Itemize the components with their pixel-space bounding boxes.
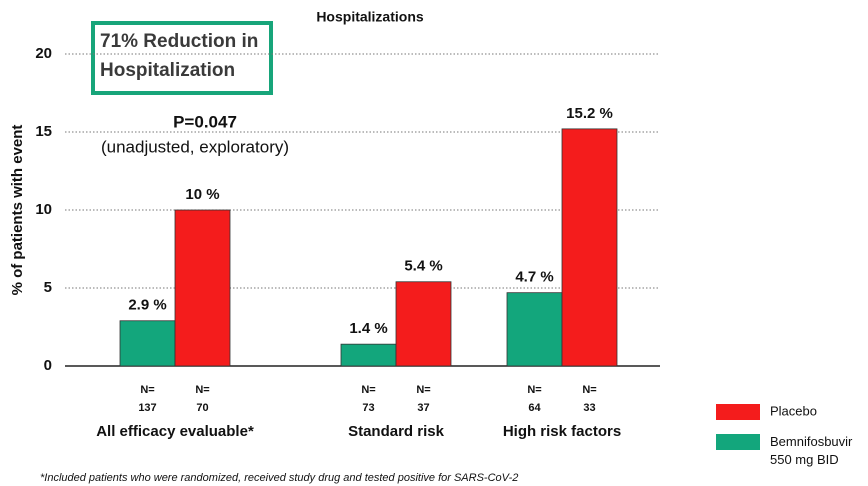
annotation-text: 71% Reduction in Hospitalization bbox=[100, 31, 259, 81]
y-tick-label: 10 bbox=[35, 201, 52, 218]
footnote: *Included patients who were randomized, … bbox=[40, 472, 518, 484]
y-tick-label: 20 bbox=[35, 45, 52, 62]
y-tick-label: 5 bbox=[44, 279, 52, 296]
n-prefix: N= bbox=[582, 384, 596, 396]
legend-label: Placebo bbox=[770, 403, 817, 418]
n-value: 137 bbox=[138, 402, 156, 414]
annotation-box-text: 71% Reduction in Hospitalization bbox=[100, 31, 259, 81]
legend-swatch bbox=[716, 434, 760, 450]
p-note: (unadjusted, exploratory) bbox=[101, 137, 289, 156]
value-label: 1.4 % bbox=[349, 320, 387, 337]
n-prefix: N= bbox=[416, 384, 430, 396]
bar bbox=[119, 320, 176, 367]
bar bbox=[395, 281, 452, 367]
y-axis-label: % of patients with event bbox=[9, 125, 26, 296]
value-label: 15.2 % bbox=[566, 105, 613, 122]
n-prefix: N= bbox=[140, 384, 154, 396]
n-value: 33 bbox=[583, 402, 595, 414]
n-value: 70 bbox=[196, 402, 208, 414]
y-tick-label: 0 bbox=[44, 357, 52, 374]
chart-title: Hospitalizations bbox=[316, 9, 424, 25]
legend-swatch bbox=[716, 404, 760, 420]
x-tick-label: High risk factors bbox=[503, 423, 621, 440]
value-label: 4.7 % bbox=[515, 269, 553, 286]
bar bbox=[506, 292, 563, 367]
n-value: 64 bbox=[528, 402, 541, 414]
bar bbox=[174, 209, 231, 367]
n-value: 37 bbox=[417, 402, 429, 414]
y-tick-label: 15 bbox=[35, 123, 52, 140]
n-prefix: N= bbox=[527, 384, 541, 396]
legend-label: Bemnifosbuvir 550 mg BID bbox=[770, 434, 853, 467]
value-label: 10 % bbox=[185, 186, 219, 203]
n-value: 73 bbox=[362, 402, 374, 414]
x-tick-label: Standard risk bbox=[348, 423, 445, 440]
value-label: 2.9 % bbox=[128, 297, 166, 314]
p-value: P=0.047 bbox=[173, 112, 237, 131]
bar bbox=[340, 343, 397, 367]
n-prefix: N= bbox=[361, 384, 375, 396]
annotation-box bbox=[91, 21, 273, 95]
x-tick-label: All efficacy evaluable* bbox=[96, 423, 254, 440]
n-prefix: N= bbox=[195, 384, 209, 396]
value-label: 5.4 % bbox=[404, 258, 442, 275]
bar bbox=[561, 128, 618, 367]
